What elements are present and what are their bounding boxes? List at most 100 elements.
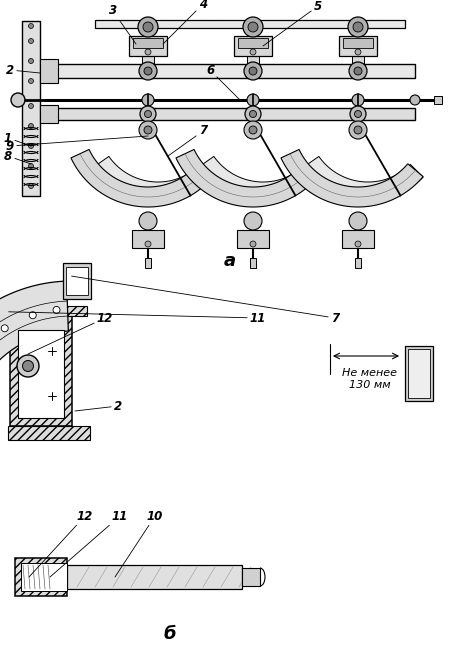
Circle shape <box>244 121 262 139</box>
Circle shape <box>140 106 156 122</box>
Text: 6: 6 <box>206 64 240 100</box>
Bar <box>15 558 67 596</box>
Text: 12: 12 <box>28 312 113 354</box>
Circle shape <box>353 22 363 32</box>
Circle shape <box>355 241 361 247</box>
Bar <box>352 56 364 64</box>
Text: 1: 1 <box>4 131 31 146</box>
Text: 9: 9 <box>6 136 148 152</box>
Circle shape <box>29 58 34 64</box>
Circle shape <box>29 144 34 148</box>
Text: 11: 11 <box>9 312 266 325</box>
Bar <box>10 316 72 426</box>
Circle shape <box>29 163 34 169</box>
Circle shape <box>29 24 34 28</box>
Circle shape <box>244 62 262 80</box>
Bar <box>234 36 272 56</box>
Text: 7: 7 <box>72 276 339 325</box>
Circle shape <box>145 49 151 55</box>
Circle shape <box>29 123 34 129</box>
Circle shape <box>349 121 367 139</box>
Bar <box>247 56 259 64</box>
Circle shape <box>352 94 364 106</box>
Bar <box>434 96 442 104</box>
Circle shape <box>355 49 361 55</box>
Bar <box>142 56 154 64</box>
Circle shape <box>29 104 34 108</box>
Bar <box>129 36 167 56</box>
Text: 8: 8 <box>4 150 31 164</box>
Bar <box>238 38 268 48</box>
Circle shape <box>248 22 258 32</box>
Circle shape <box>23 361 34 371</box>
Text: 3: 3 <box>109 5 136 44</box>
Bar <box>405 346 433 401</box>
Circle shape <box>29 79 34 83</box>
Text: 7: 7 <box>168 125 207 156</box>
Polygon shape <box>94 156 213 200</box>
Bar <box>408 349 430 398</box>
Bar <box>343 38 373 48</box>
Circle shape <box>354 67 362 75</box>
Text: 11: 11 <box>50 510 128 577</box>
Circle shape <box>245 106 261 122</box>
Bar <box>8 426 90 440</box>
Circle shape <box>410 95 420 105</box>
Circle shape <box>138 17 158 37</box>
Text: 2: 2 <box>75 400 122 413</box>
Circle shape <box>244 212 262 230</box>
Circle shape <box>143 22 153 32</box>
Bar <box>145 258 151 268</box>
Circle shape <box>142 94 154 106</box>
Bar <box>18 330 64 418</box>
Circle shape <box>29 312 36 319</box>
Circle shape <box>11 93 25 107</box>
Text: 14: 14 <box>0 655 1 656</box>
Bar <box>67 565 242 589</box>
Text: 4: 4 <box>163 0 207 44</box>
Polygon shape <box>199 156 318 200</box>
Circle shape <box>1 325 8 332</box>
Circle shape <box>139 212 157 230</box>
Circle shape <box>145 241 151 247</box>
Polygon shape <box>304 156 423 200</box>
Text: a: a <box>224 252 236 270</box>
Polygon shape <box>176 150 318 207</box>
Bar <box>237 230 269 248</box>
Polygon shape <box>71 150 213 207</box>
Circle shape <box>247 94 259 106</box>
Text: Не менее
130 мм: Не менее 130 мм <box>342 368 397 390</box>
Circle shape <box>355 110 361 117</box>
Circle shape <box>17 355 39 377</box>
Bar <box>63 263 91 299</box>
Text: 13: 13 <box>0 655 1 656</box>
Bar <box>66 267 87 295</box>
Text: 12: 12 <box>29 510 93 577</box>
Circle shape <box>250 110 256 117</box>
Bar <box>45 64 415 78</box>
Circle shape <box>349 62 367 80</box>
Bar <box>10 306 87 316</box>
Text: 2: 2 <box>6 64 40 77</box>
Circle shape <box>348 17 368 37</box>
Circle shape <box>29 184 34 188</box>
Circle shape <box>144 67 152 75</box>
Bar <box>40 59 58 83</box>
Circle shape <box>349 212 367 230</box>
Circle shape <box>250 49 256 55</box>
Text: б: б <box>164 625 176 643</box>
Circle shape <box>29 39 34 43</box>
Circle shape <box>144 126 152 134</box>
Bar <box>45 108 415 120</box>
Circle shape <box>139 121 157 139</box>
Circle shape <box>139 62 157 80</box>
Text: 10: 10 <box>115 510 163 577</box>
Text: 5: 5 <box>263 0 322 46</box>
Circle shape <box>250 241 256 247</box>
Polygon shape <box>0 281 68 414</box>
Polygon shape <box>281 150 423 207</box>
Bar <box>242 568 260 586</box>
Circle shape <box>249 67 257 75</box>
Bar <box>339 36 377 56</box>
Bar <box>133 38 163 48</box>
